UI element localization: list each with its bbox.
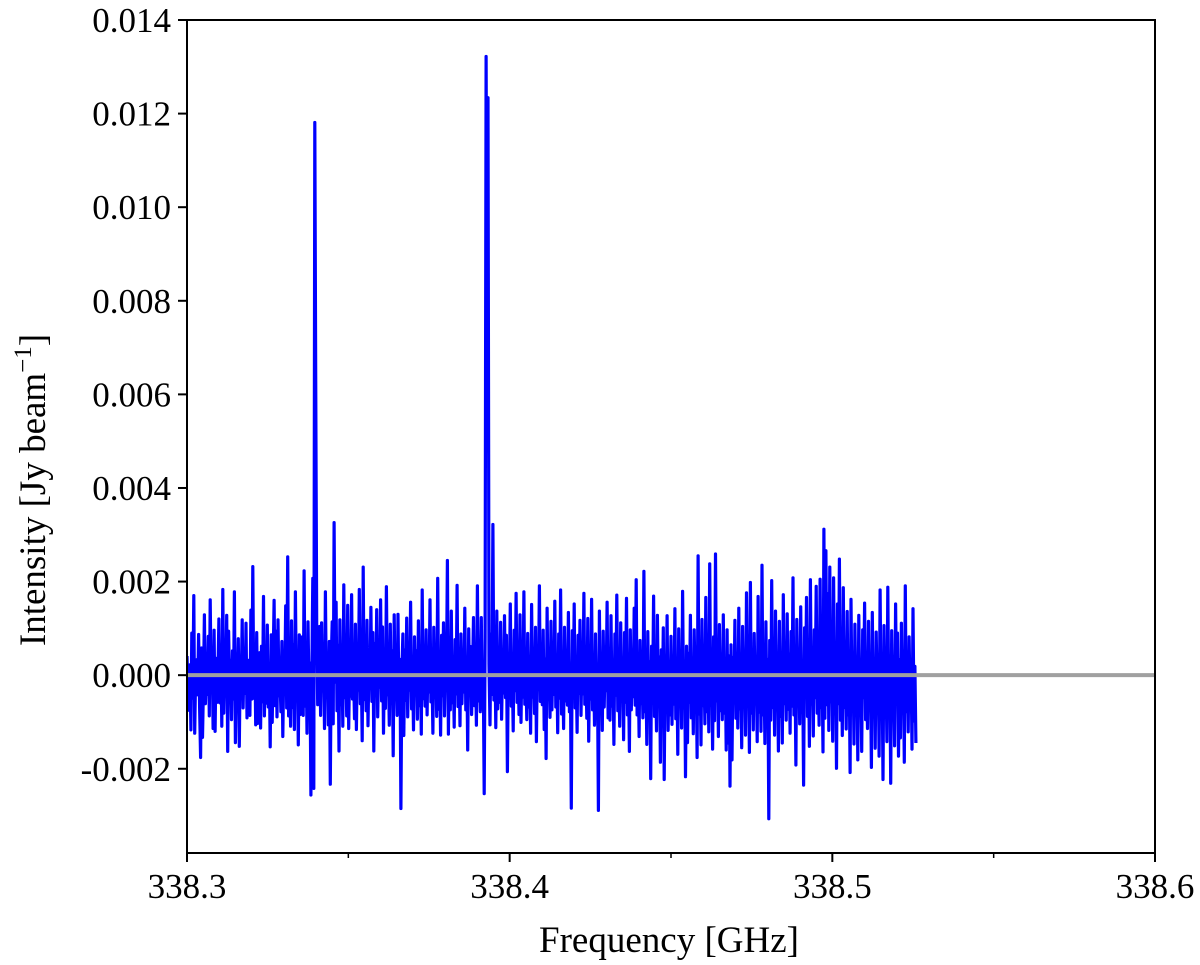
spectrum-line [187,54,918,821]
x-tick-label: 338.5 [793,867,872,906]
plot-area [186,19,1156,854]
plot-frame [186,19,1156,854]
x-axis-label: Frequency [GHz] [539,920,799,961]
y-tick-label: 0.012 [92,95,171,134]
y-axis-label-group: Intensity [Jy beam−1] [10,334,54,646]
y-tick-label: -0.002 [81,750,171,789]
y-axis-label-close: ] [13,334,54,346]
x-tick-label: 338.4 [470,867,549,906]
y-tick-label: 0.006 [92,375,171,414]
y-axis-label-main: Intensity [Jy beam [13,373,54,647]
y-axis-label-unit-exponent: −1 [10,346,37,373]
x-tick-label: 338.6 [1116,867,1195,906]
y-tick-label: 0.000 [92,656,171,695]
y-tick-label: 0.010 [92,188,171,227]
y-tick-label: 0.008 [92,282,171,321]
y-axis-label: Intensity [Jy beam−1] [10,334,54,646]
y-axis-ticks: -0.002 0.000 0.002 0.004 0.006 0.008 0.010 0.01… [81,1,187,789]
y-tick-label: 0.002 [92,563,171,602]
x-axis-label-group: Frequency [GHz] [539,920,799,961]
y-tick-label: 0.014 [92,1,171,40]
x-axis-ticks: 338.3 338.4 338.5 338.6 [148,853,1195,906]
x-tick-label: 338.3 [148,867,227,906]
y-tick-label: 0.004 [92,469,171,508]
